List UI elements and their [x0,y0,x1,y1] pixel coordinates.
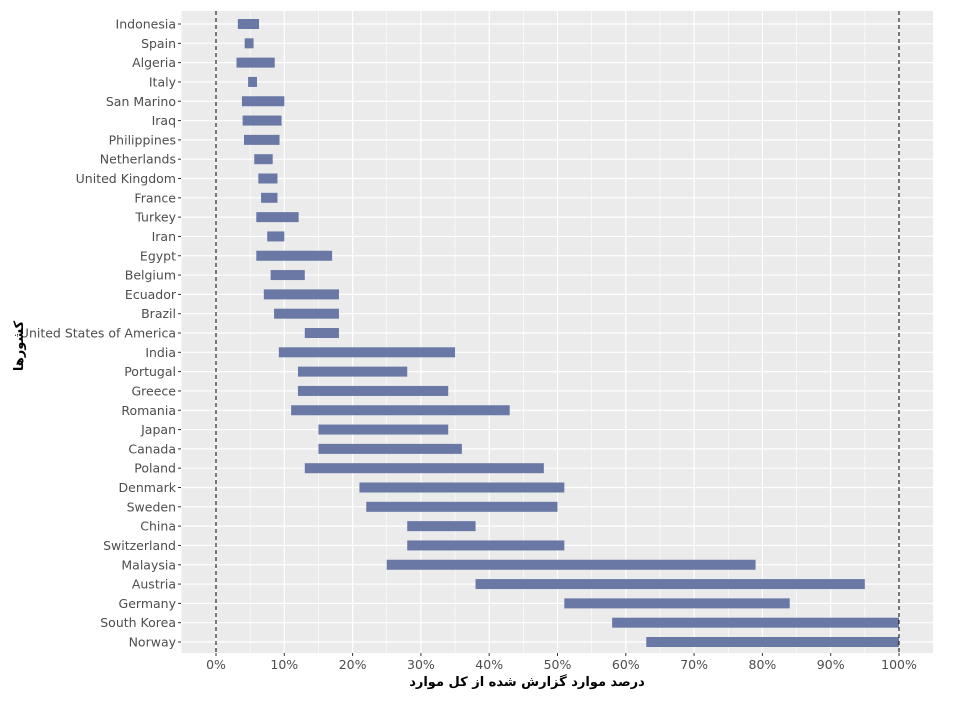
x-tick-label: 60% [612,657,640,672]
y-tick-label: Malaysia [121,557,176,572]
x-tick-label: 30% [407,657,435,672]
range-bar [297,385,449,396]
range-bar [263,289,339,300]
range-bar [256,212,299,223]
y-tick-label: United States of America [20,326,176,341]
y-tick-label: Iraq [152,113,176,128]
y-tick-label: Greece [132,383,177,398]
range-bar [244,134,280,145]
y-tick-label: Italy [149,74,177,89]
y-tick-label: Canada [128,441,176,456]
y-tick-label: Ecuador [125,287,177,302]
range-bar [274,308,339,319]
range-bar [475,579,865,590]
range-bar [248,76,257,87]
range-bar [407,521,476,532]
y-tick-label: India [145,345,176,360]
range-bar [242,115,282,126]
y-tick-label: Switzerland [103,538,176,553]
y-tick-label: Austria [132,577,176,592]
range-bar [258,173,278,184]
range-bar [241,96,285,107]
x-tick-label: 70% [680,657,708,672]
x-tick-label: 100% [881,657,917,672]
y-tick-label: San Marino [106,94,176,109]
x-tick-label: 90% [817,657,845,672]
range-bar [236,57,275,68]
range-bar [318,424,449,435]
y-tick-label: Philippines [109,132,176,147]
y-tick-label: South Korea [100,615,176,630]
y-tick-label: Portugal [124,364,176,379]
y-tick-label: Denmark [119,480,177,495]
range-bar [407,540,565,551]
y-tick-label: Germany [119,596,177,611]
y-tick-label: Indonesia [116,17,176,32]
y-tick-label: United Kingdom [76,171,176,186]
range-bar [386,559,756,570]
y-tick-label: Netherlands [100,152,176,167]
y-tick-label: Turkey [134,210,176,225]
y-tick-label: Egypt [140,248,176,263]
y-tick-label: Brazil [141,306,176,321]
x-tick-label: 10% [270,657,298,672]
range-bar [612,617,899,628]
range-bar [366,501,558,512]
range-bar [267,231,285,242]
range-bar [304,463,544,474]
range-bar [304,328,339,338]
x-axis-title: درصد موارد گزارش شده از کل موارد [409,674,645,690]
y-tick-label: Poland [134,461,176,476]
y-axis-title: کشورها [12,320,27,371]
range-bar [646,637,899,647]
range-bar [564,598,790,609]
range-bar [318,443,462,454]
range-bar [278,347,456,358]
range-bar [270,270,305,281]
y-tick-label: Iran [152,229,176,244]
x-tick-label: 20% [339,657,367,672]
range-bar [256,250,333,261]
range-bar [244,38,254,49]
range-bar [254,154,273,165]
range-bar [237,19,260,29]
range-bar [291,405,510,416]
y-tick-label: Norway [129,635,177,650]
x-tick-label: 80% [749,657,777,672]
y-tick-label: Spain [141,36,176,51]
y-tick-label: Romania [121,403,176,418]
y-tick-label: Belgium [125,268,176,283]
range-bar [261,192,278,203]
y-tick-label: Sweden [127,499,176,514]
range-bar [359,482,565,493]
x-tick-label: 50% [544,657,572,672]
x-tick-label: 40% [475,657,503,672]
y-tick-label: China [140,519,176,534]
range-bar [297,366,408,377]
x-tick-label: 0% [206,657,226,672]
y-tick-label: Japan [140,422,176,437]
y-tick-label: Algeria [132,55,176,70]
y-tick-label: France [134,190,176,205]
